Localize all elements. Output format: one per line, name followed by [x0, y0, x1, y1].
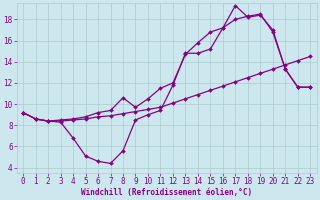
X-axis label: Windchill (Refroidissement éolien,°C): Windchill (Refroidissement éolien,°C) — [81, 188, 252, 197]
